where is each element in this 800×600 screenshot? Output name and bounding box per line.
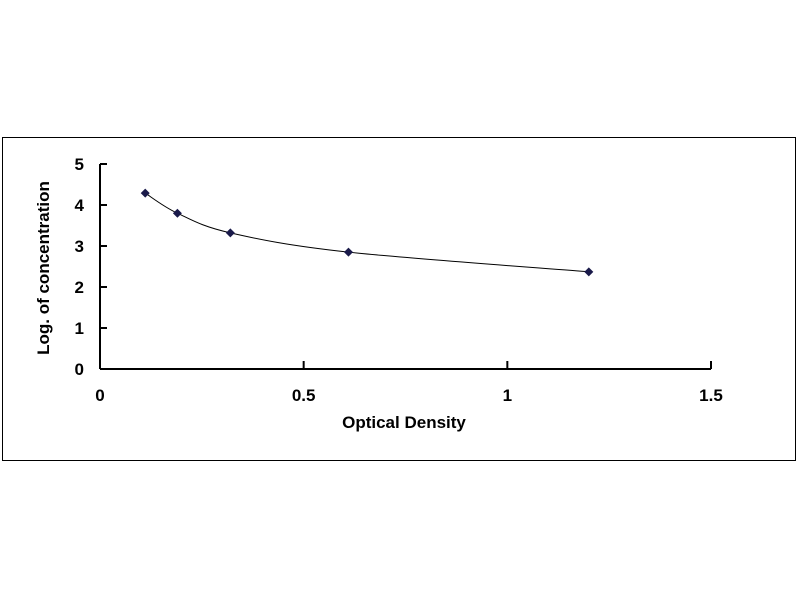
x-tick-label: 1 <box>503 386 512 405</box>
data-point <box>172 208 182 218</box>
series-line <box>144 192 589 273</box>
y-tick-label: 4 <box>75 196 85 215</box>
chart-frame <box>2 137 796 461</box>
data-point <box>584 267 594 277</box>
y-tick-label: 0 <box>75 360 84 379</box>
x-tick-label: 1.5 <box>699 386 723 405</box>
y-tick-label: 3 <box>75 237 84 256</box>
y-tick-label: 5 <box>75 155 84 174</box>
y-axis-label: Log. of concentration <box>34 181 53 355</box>
y-tick-label: 2 <box>75 278 84 297</box>
data-point <box>225 228 235 238</box>
data-point <box>140 188 150 198</box>
x-axis-label: Optical Density <box>342 413 466 432</box>
x-tick-label: 0 <box>95 386 104 405</box>
data-point <box>343 247 353 257</box>
y-tick-label: 1 <box>75 319 84 338</box>
x-tick-label: 0.5 <box>292 386 316 405</box>
